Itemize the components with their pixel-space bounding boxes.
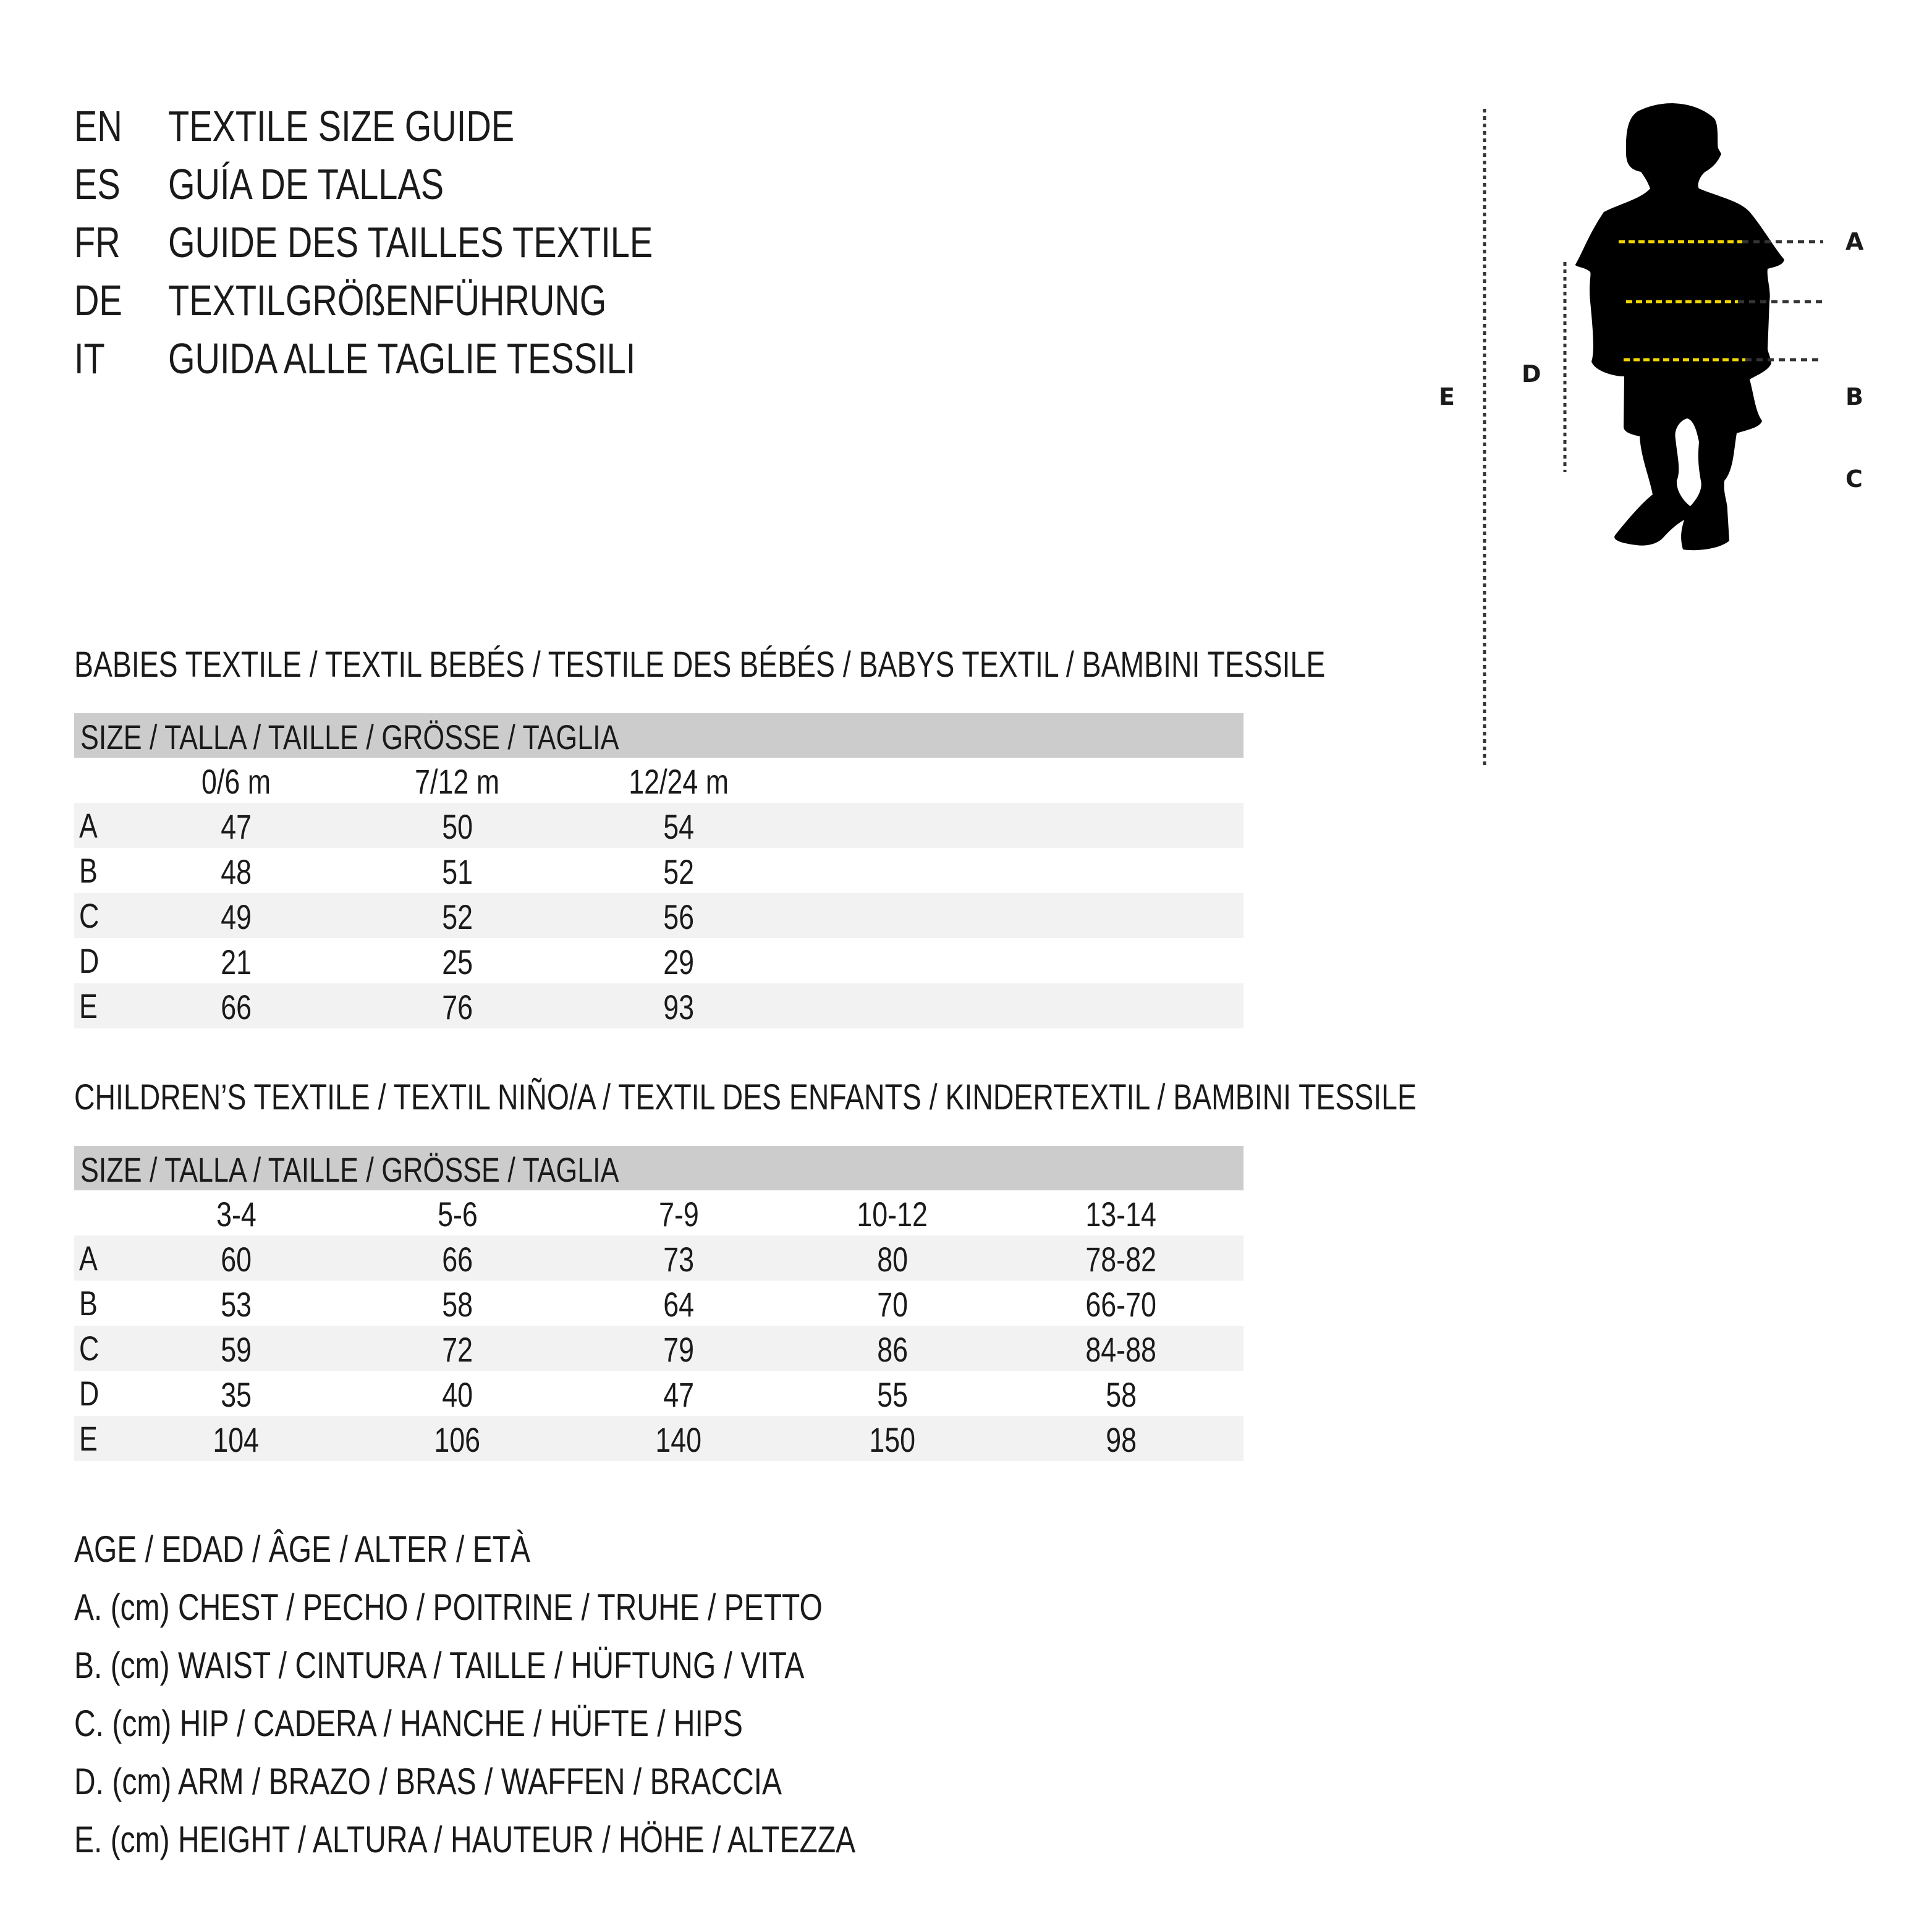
table-row: B 53 58 64 70 66-70 [74,1281,1244,1326]
legend-waist: B. (cm) WAIST / CINTURA / TAILLE / HÜFTU… [74,1645,805,1686]
row-label: B [79,1284,98,1323]
table-cell: 80 [877,1240,908,1279]
table-row: A 60 66 73 80 78-82 [74,1235,1244,1281]
column-header: 0/6 m [201,762,271,801]
table-cell: 51 [442,852,473,891]
babies-heading: BABIES TEXTILE / TEXTIL BEBÉS / TESTILE … [74,645,1326,685]
table-cell: 76 [442,988,473,1027]
table-cell: 78-82 [1085,1240,1157,1279]
table-cell: 21 [221,943,252,981]
column-header: 12/24 m [629,762,729,801]
children-heading: CHILDREN’S TEXTILE / TEXTIL NIÑO/A / TEX… [74,1077,1417,1117]
table-cell: 47 [221,807,252,846]
babies-size-table: SIZE / TALLA / TAILLE / GRÖSSE / TAGLIA 0… [74,713,1244,1028]
table-row: E 104 106 140 150 98 [74,1416,1244,1461]
table-cell: 84-88 [1085,1330,1157,1369]
table-cell: 64 [663,1285,694,1324]
row-label: A [79,1239,98,1277]
column-header: 7-9 [658,1195,699,1234]
legend-hip: C. (cm) HIP / CADERA / HANCHE / HÜFTE / … [74,1703,743,1744]
size-header-bar: SIZE / TALLA / TAILLE / GRÖSSE / TAGLIA [74,1146,1244,1190]
legend-arm: D. (cm) ARM / BRAZO / BRAS / WAFFEN / BR… [74,1761,782,1802]
table-cell: 49 [221,897,252,936]
legend-height: E. (cm) HEIGHT / ALTURA / HAUTEUR / HÖHE… [74,1819,856,1860]
table-cell: 150 [869,1420,916,1459]
legend-chest: A. (cm) CHEST / PECHO / POITRINE / TRUHE… [74,1587,823,1628]
table-row: A 47 50 54 [74,803,1244,848]
table-cell: 58 [442,1285,473,1324]
label-d: D [1522,360,1541,388]
row-label: D [79,941,100,980]
table-cell: 29 [663,943,694,981]
table-cell: 54 [663,807,694,846]
table-cell: 40 [442,1375,473,1414]
row-label: E [79,1419,98,1458]
column-header-row: 3-4 5-6 7-9 10-12 13-14 [74,1190,1244,1235]
table-cell: 66 [221,988,252,1027]
column-header: 7/12 m [415,762,500,801]
table-cell: 50 [442,807,473,846]
table-cell: 47 [663,1375,694,1414]
table-cell: 72 [442,1330,473,1369]
row-label: C [79,896,100,935]
table-cell: 55 [877,1375,908,1414]
table-row: D 21 25 29 [74,938,1244,983]
table-cell: 140 [655,1420,702,1459]
size-header-bar: SIZE / TALLA / TAILLE / GRÖSSE / TAGLIA [74,713,1244,758]
table-cell: 73 [663,1240,694,1279]
children-size-table: SIZE / TALLA / TAILLE / GRÖSSE / TAGLIA 3… [74,1146,1244,1461]
table-row: C 49 52 56 [74,893,1244,938]
column-header: 3-4 [216,1195,256,1234]
table-cell: 59 [221,1330,252,1369]
column-header: 10-12 [857,1195,928,1234]
table-cell: 98 [1106,1420,1137,1459]
label-e: E [1439,383,1455,410]
table-cell: 66-70 [1085,1285,1157,1324]
label-a: A [1845,228,1864,255]
table-row: E 66 76 93 [74,983,1244,1028]
table-cell: 48 [221,852,252,891]
row-label: B [79,851,98,890]
measurement-legend: AGE / EDAD / ÂGE / ALTER / ETÀ A. (cm) C… [74,1528,1051,1876]
row-label: E [79,986,98,1025]
table-cell: 52 [663,852,694,891]
table-cell: 79 [663,1330,694,1369]
table-cell: 53 [221,1285,252,1324]
table-cell: 93 [663,988,694,1027]
label-c: C [1845,465,1863,493]
row-label: C [79,1329,100,1368]
table-cell: 70 [877,1285,908,1324]
row-label: A [79,806,98,845]
table-cell: 60 [221,1240,252,1279]
label-b: B [1845,383,1863,410]
child-silhouette-icon [1575,103,1784,551]
table-row: B 48 51 52 [74,848,1244,893]
column-header: 5-6 [437,1195,478,1234]
table-cell: 86 [877,1330,908,1369]
table-cell: 106 [434,1420,481,1459]
row-label: D [79,1374,100,1413]
table-row: D 35 40 47 55 58 [74,1371,1244,1416]
table-cell: 56 [663,897,694,936]
table-cell: 35 [221,1375,252,1414]
table-cell: 52 [442,897,473,936]
table-cell: 25 [442,943,473,981]
column-header: 13-14 [1085,1195,1157,1234]
table-cell: 58 [1106,1375,1137,1414]
column-header-row: 0/6 m 7/12 m 12/24 m [74,758,1244,803]
table-row: C 59 72 79 86 84-88 [74,1326,1244,1371]
legend-age: AGE / EDAD / ÂGE / ALTER / ETÀ [74,1528,530,1570]
table-cell: 104 [213,1420,260,1459]
table-cell: 66 [442,1240,473,1279]
